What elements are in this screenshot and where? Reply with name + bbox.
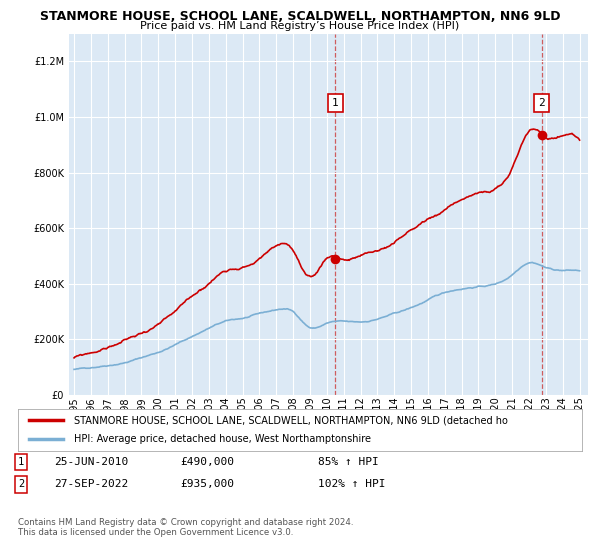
Text: £935,000: £935,000 xyxy=(180,479,234,489)
Text: STANMORE HOUSE, SCHOOL LANE, SCALDWELL, NORTHAMPTON, NN6 9LD: STANMORE HOUSE, SCHOOL LANE, SCALDWELL, … xyxy=(40,10,560,23)
Text: 2: 2 xyxy=(18,479,24,489)
Text: 2: 2 xyxy=(538,98,545,108)
Text: Price paid vs. HM Land Registry’s House Price Index (HPI): Price paid vs. HM Land Registry’s House … xyxy=(140,21,460,31)
Text: 25-JUN-2010: 25-JUN-2010 xyxy=(54,457,128,467)
Text: STANMORE HOUSE, SCHOOL LANE, SCALDWELL, NORTHAMPTON, NN6 9LD (detached ho: STANMORE HOUSE, SCHOOL LANE, SCALDWELL, … xyxy=(74,415,508,425)
Text: 1: 1 xyxy=(18,457,24,467)
Text: Contains HM Land Registry data © Crown copyright and database right 2024.
This d: Contains HM Land Registry data © Crown c… xyxy=(18,518,353,538)
Text: HPI: Average price, detached house, West Northamptonshire: HPI: Average price, detached house, West… xyxy=(74,435,371,445)
Text: 1: 1 xyxy=(332,98,338,108)
Text: £490,000: £490,000 xyxy=(180,457,234,467)
Text: 27-SEP-2022: 27-SEP-2022 xyxy=(54,479,128,489)
Text: 102% ↑ HPI: 102% ↑ HPI xyxy=(318,479,386,489)
Text: 85% ↑ HPI: 85% ↑ HPI xyxy=(318,457,379,467)
